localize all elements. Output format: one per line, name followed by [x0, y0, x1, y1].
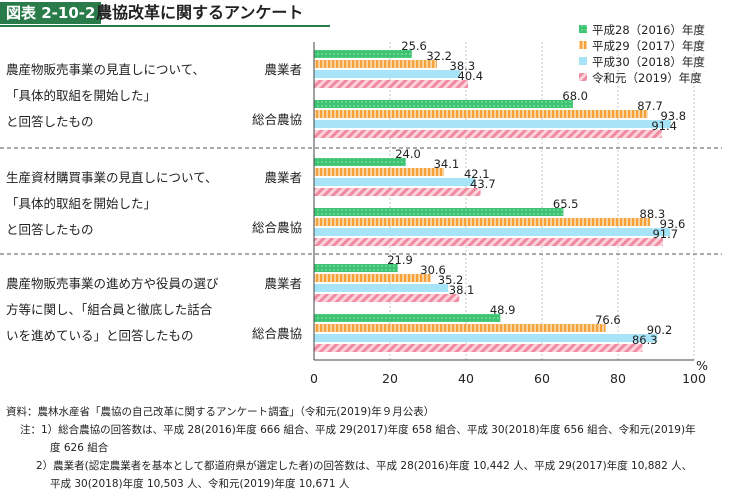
x-tick-label: 60 [534, 371, 550, 386]
value-label: 24.0 [395, 147, 421, 161]
bar [314, 218, 651, 226]
legend-label: 平成28（2016）年度 [592, 23, 705, 37]
chart-bars [314, 50, 671, 352]
legend-label: 平成30（2018）年度 [592, 55, 705, 69]
value-label: 91.7 [652, 227, 678, 241]
value-label: 30.6 [420, 263, 446, 277]
category-label: 農産物販売事業の見直しについて、 [6, 62, 205, 77]
bar-chart: 農産物販売事業の見直しについて、「具体的取組を開始した」と回答したもの農業者25… [0, 23, 722, 386]
value-label: 43.7 [470, 177, 496, 191]
bar [314, 130, 662, 138]
bar [314, 274, 431, 282]
bar [314, 100, 573, 108]
bar [314, 208, 564, 216]
bar [314, 80, 469, 88]
bar [314, 344, 643, 352]
value-label: 87.7 [637, 99, 663, 113]
value-label: 90.2 [647, 323, 673, 337]
respondent-label: 総合農協 [252, 220, 302, 235]
value-label: 91.4 [651, 119, 677, 133]
bar [314, 110, 648, 118]
respondent-label: 総合農協 [252, 326, 302, 341]
bar [314, 324, 606, 332]
bar [314, 228, 671, 236]
value-label: 93.8 [660, 109, 686, 123]
bar [314, 60, 437, 68]
legend-swatch [579, 41, 587, 49]
bar [314, 158, 406, 166]
value-label: 21.9 [387, 253, 413, 267]
note-1-line-2: 度 626 組合 [50, 442, 109, 454]
value-label: 65.5 [553, 197, 579, 211]
bar [314, 238, 663, 246]
legend-swatch [579, 73, 587, 81]
x-tick-label: 40 [458, 371, 474, 386]
value-label: 48.9 [490, 303, 516, 317]
legend-label: 令和元（2019）年度 [592, 71, 702, 85]
bar [314, 264, 398, 272]
bar [314, 120, 671, 128]
legend: 平成28（2016）年度平成29（2017）年度平成30（2018）年度令和元（… [579, 23, 705, 85]
legend-swatch [579, 57, 587, 65]
figure-number-badge: 図表 2-10-2 [0, 2, 102, 24]
x-axis-unit: % [696, 358, 708, 373]
bar [314, 284, 449, 292]
bar [314, 168, 445, 176]
title-bar: 図表 2-10-2 農協改革に関するアンケート [0, 0, 730, 27]
figure-title: 農協改革に関するアンケート [96, 3, 304, 22]
note-2-line-2: 平成 30(2018)年度 10,503 人、令和元(2019)年度 10,67… [50, 478, 350, 490]
legend-swatch [579, 25, 587, 33]
value-label: 25.6 [401, 39, 427, 53]
category-label: 「具体的取組を開始した」 [6, 88, 156, 103]
value-label: 76.6 [595, 313, 621, 327]
chart-labels: 農産物販売事業の見直しについて、「具体的取組を開始した」と回答したもの農業者25… [6, 39, 686, 347]
x-tick-label: 100 [682, 371, 706, 386]
chart-grid [389, 42, 695, 360]
bar [314, 178, 475, 186]
respondent-label: 農業者 [264, 170, 302, 185]
value-label: 86.3 [632, 333, 658, 347]
value-label: 88.3 [640, 207, 666, 221]
bar [314, 314, 501, 322]
value-label: 35.2 [438, 273, 464, 287]
category-label: 「具体的取組を開始した」 [6, 196, 156, 211]
respondent-label: 農業者 [264, 62, 302, 77]
group-separators [0, 147, 722, 255]
value-label: 93.6 [660, 217, 686, 231]
respondent-label: 農業者 [264, 276, 302, 291]
bar [314, 294, 460, 302]
value-label: 38.1 [449, 283, 475, 297]
bar [314, 50, 412, 58]
category-label: いを進めている」と回答したもの [6, 328, 194, 343]
source-note: 資料：農林水産省「農協の自己改革に関するアンケート調査」（令和元(2019)年９… [6, 406, 435, 418]
bar [314, 334, 658, 342]
x-tick-label: 0 [310, 371, 318, 386]
category-label: と回答したもの [6, 114, 94, 129]
note-1-line-1: 注：1）総合農協の回答数は、平成 28(2016)年度 666 組合、平成 29… [20, 424, 696, 436]
category-label: と回答したもの [6, 222, 94, 237]
x-axis: 0 20 40 60 80 100% [310, 42, 708, 386]
respondent-label: 総合農協 [252, 112, 302, 127]
value-label: 34.1 [434, 157, 460, 171]
note-2-line-1: 2）農業者(認定農業者を基本として都道府県が選定した者)の回答数は、平成 28(… [36, 460, 693, 472]
category-label: 生産資材購買事業の見直しについて、 [6, 170, 218, 185]
value-label: 42.1 [464, 167, 490, 181]
bar [314, 188, 481, 196]
value-label: 40.4 [458, 69, 484, 83]
notes: 資料：農林水産省「農協の自己改革に関するアンケート調査」（令和元(2019)年９… [6, 403, 726, 493]
legend-label: 平成29（2017）年度 [592, 39, 705, 53]
category-label: 方等に関し、「組合員と徹底した話合 [6, 302, 213, 317]
value-label: 38.3 [450, 59, 476, 73]
x-tick-label: 80 [610, 371, 626, 386]
title-underline [0, 25, 330, 27]
value-label: 32.2 [426, 49, 452, 63]
x-tick-label: 20 [382, 371, 398, 386]
category-label: 農産物販売事業の進め方や役員の選び [6, 276, 219, 291]
value-label: 68.0 [562, 89, 588, 103]
bar [314, 70, 461, 78]
